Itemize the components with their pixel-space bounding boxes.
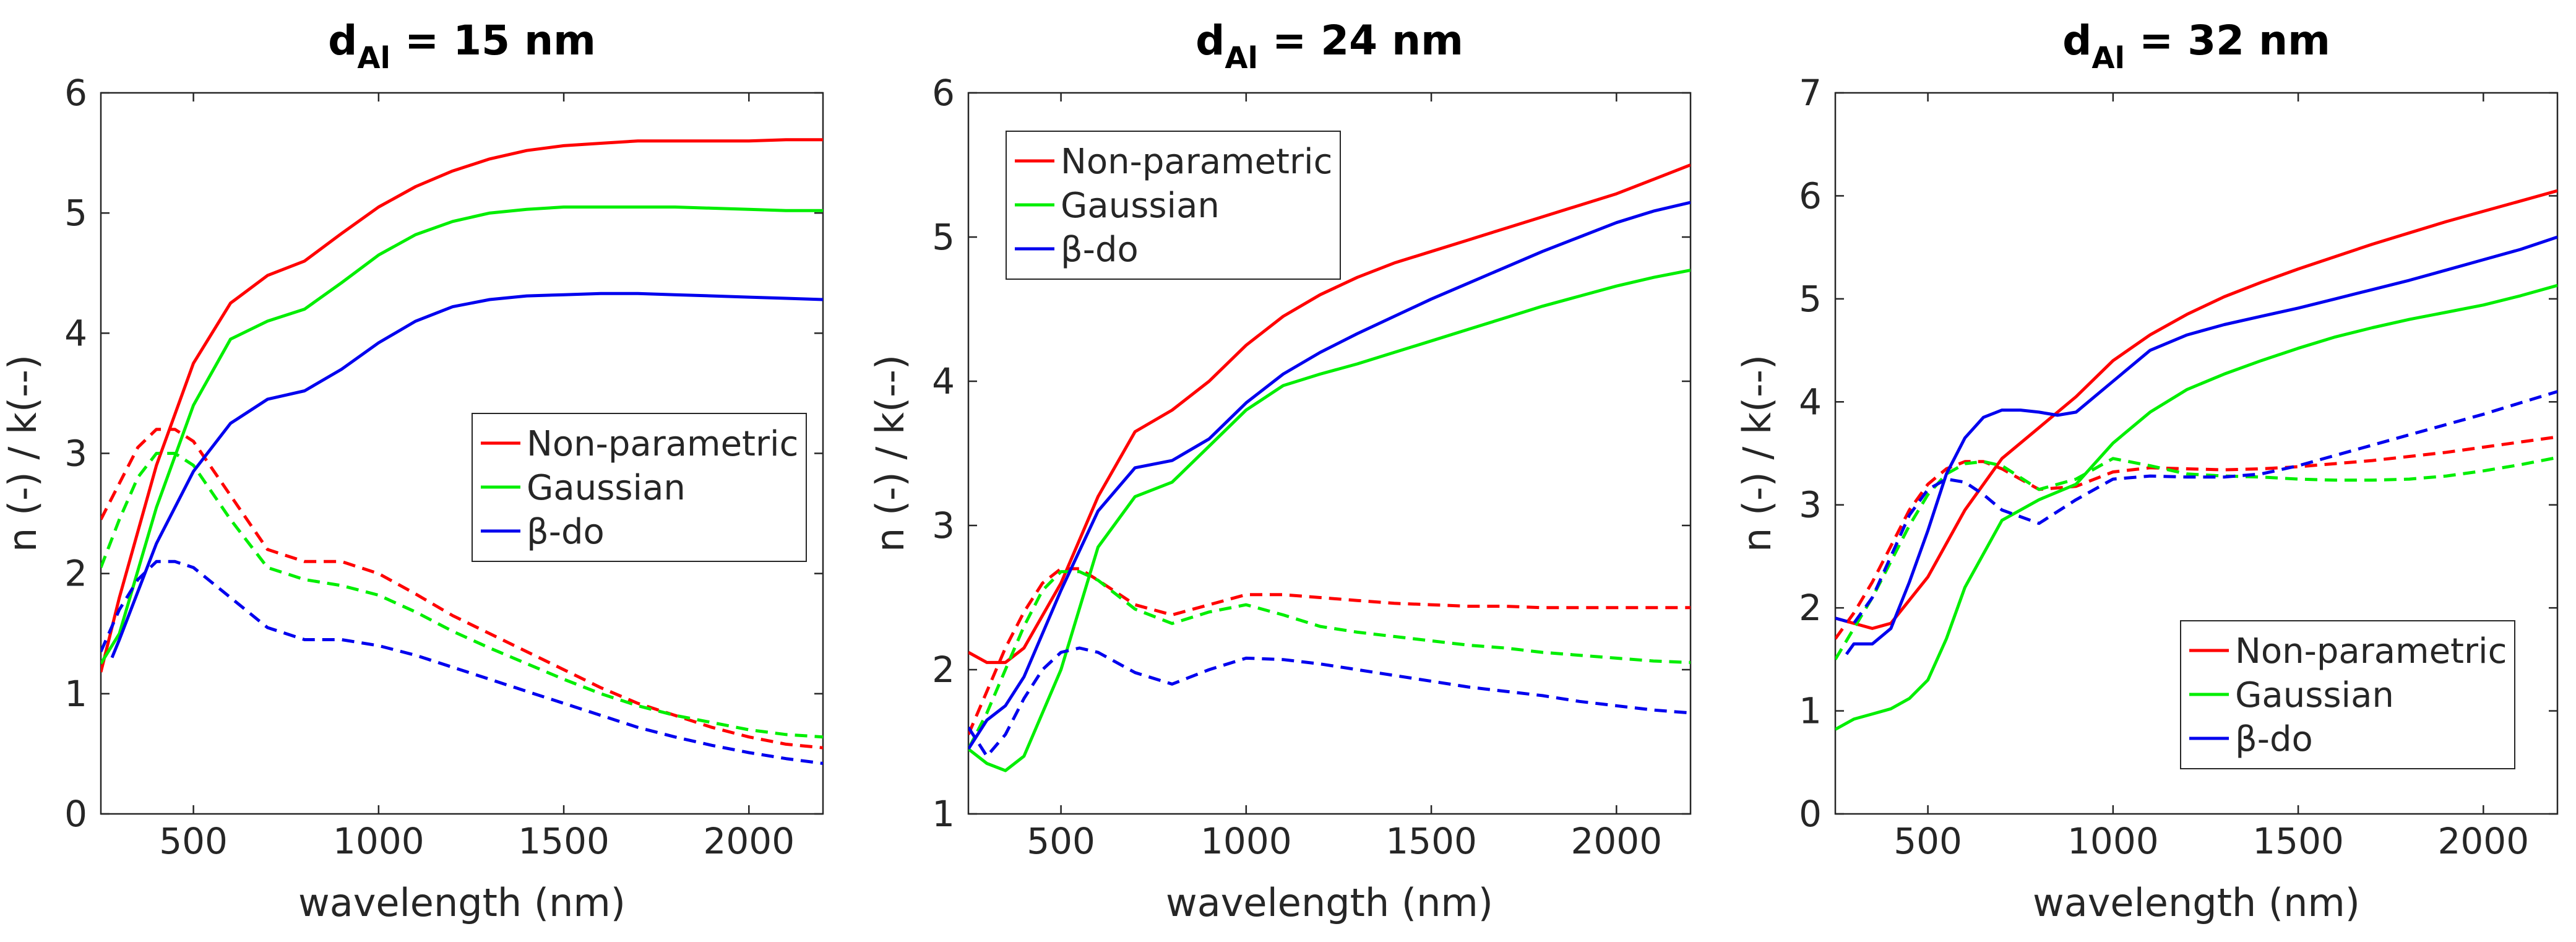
title-suffix: = 15 nm (390, 17, 596, 64)
y-tick-label: 3 (1799, 484, 1822, 526)
legend-label: Non-parametric (1061, 142, 1332, 182)
x-tick-label: 1500 (2252, 820, 2344, 862)
y-tick-label: 5 (1799, 278, 1822, 320)
legend-label: Gaussian (1061, 186, 1220, 226)
title-suffix: = 32 nm (2125, 17, 2330, 64)
series-line-gaussian (968, 269, 1691, 772)
series-line--do-k- (968, 646, 1691, 758)
x-tick-label: 500 (159, 820, 228, 862)
y-tick-label: 1 (64, 673, 87, 715)
y-tick-label: 6 (1799, 175, 1822, 217)
y-axis-label: n (-) / k(--) (0, 355, 45, 552)
chart-panel-1: dAl = 15 nm 500 1000 1500 2000 0 1 2 3 4 5 6 wavelen… (0, 17, 824, 925)
legend-label: β-do (1061, 230, 1139, 270)
x-tick-label: 2000 (2438, 820, 2530, 862)
x-tick-label: 2000 (1571, 820, 1663, 862)
series-line-gaussian (1835, 283, 2557, 731)
series-line-non-parametric (101, 138, 823, 673)
y-tick-label: 6 (64, 72, 87, 114)
y-tick-label: 4 (1799, 381, 1822, 423)
y-tick-label: 0 (1799, 793, 1822, 835)
title-subscript: Al (1225, 41, 1258, 76)
series-line-non-parametric (968, 163, 1691, 664)
series-line-non-parametric-k- (968, 567, 1691, 735)
x-tick-label: 1000 (1200, 820, 1292, 862)
chart-title: dAl = 24 nm (1195, 17, 1463, 76)
series-line--do-k- (1835, 390, 2557, 625)
x-tick-label: 1000 (333, 820, 424, 862)
series-line--do (110, 292, 823, 659)
legend-label: Non-parametric (527, 424, 798, 464)
chart-panel-2: dAl = 24 nm 500 1000 1500 2000 1 2 3 4 5 6 waveleng… (868, 17, 1692, 925)
y-tick-label: 2 (932, 649, 955, 691)
y-tick-label: 5 (64, 192, 87, 234)
y-axis-label: n (-) / k(--) (868, 355, 913, 552)
y-tick-label: 2 (1799, 587, 1822, 629)
title-subscript: Al (357, 41, 390, 76)
legend-label: Gaussian (2235, 675, 2394, 715)
x-axis-label: wavelength (nm) (2033, 880, 2360, 925)
legend-label: Gaussian (527, 468, 686, 508)
series-line--do (1845, 235, 2557, 655)
chart-title: dAl = 15 nm (328, 17, 596, 76)
legend-box (1006, 131, 1341, 280)
y-tick-label: 3 (64, 433, 87, 475)
title-prefix: d (2062, 17, 2091, 64)
y-tick-label: 3 (932, 504, 955, 547)
legend-label: Non-parametric (2235, 631, 2507, 672)
x-axis-label: wavelength (nm) (1166, 880, 1493, 925)
y-tick-label: 1 (932, 793, 955, 835)
series-line-gaussian-k- (101, 452, 823, 739)
y-tick-label: 6 (932, 72, 955, 114)
series-line-non-parametric (1835, 189, 2557, 630)
x-tick-label: 2000 (704, 820, 795, 862)
legend-label: β-do (2235, 719, 2313, 759)
title-subscript: Al (2091, 41, 2125, 76)
y-tick-label: 1 (1799, 690, 1822, 732)
x-tick-label: 1000 (2067, 820, 2159, 862)
chart-panel-3: dAl = 32 nm 500 1000 1500 2000 0 1 2 3 4 5 6 7 wavele… (1734, 17, 2559, 925)
series-line-gaussian-k- (1835, 456, 2557, 660)
series-line--do-k- (101, 560, 823, 765)
x-tick-label: 1500 (1385, 820, 1477, 862)
title-suffix: = 24 nm (1258, 17, 1463, 64)
title-prefix: d (328, 17, 357, 64)
x-tick-label: 500 (1893, 820, 1962, 862)
y-tick-label: 4 (64, 312, 87, 354)
x-tick-label: 1500 (518, 820, 610, 862)
series-line-gaussian (101, 205, 823, 665)
legend-box (472, 413, 807, 562)
x-tick-label: 500 (1027, 820, 1095, 862)
series-line-gaussian-k- (968, 570, 1691, 750)
series-line--do (968, 201, 1691, 750)
legend-box (2180, 620, 2515, 769)
series-line-non-parametric-k- (1835, 435, 2557, 640)
title-prefix: d (1195, 17, 1225, 64)
y-axis-label: n (-) / k(--) (1734, 355, 1780, 552)
y-tick-label: 5 (932, 216, 955, 258)
y-tick-label: 4 (932, 360, 955, 402)
x-axis-label: wavelength (nm) (298, 880, 626, 925)
legend-label: β-do (527, 512, 605, 552)
y-tick-label: 2 (64, 553, 87, 595)
chart-title: dAl = 32 nm (2062, 17, 2330, 76)
y-tick-label: 0 (64, 793, 87, 835)
series-line-non-parametric-k- (101, 428, 823, 750)
y-tick-label: 7 (1799, 72, 1822, 114)
